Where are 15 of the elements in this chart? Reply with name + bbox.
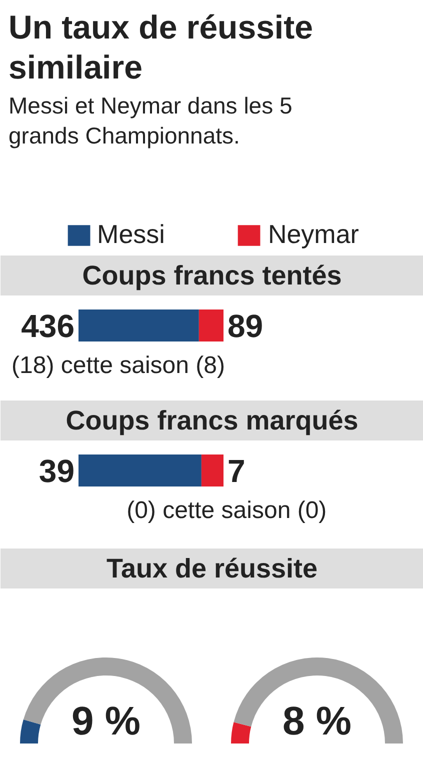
data-label: 89 [228, 308, 264, 344]
data-label: 39 [38, 453, 74, 489]
data-label: 436 [21, 308, 74, 344]
text: Messi et Neymar dans les 5 grands Championnats. [8, 92, 292, 148]
chart-title: Taux de réussite [106, 554, 318, 584]
text: 9 % [72, 700, 140, 744]
chart-title: Coups francs marqués [66, 406, 358, 436]
chart-title: Coups francs tentés [82, 260, 342, 290]
text: (18) cette saison (8) [12, 352, 225, 379]
text: 8 % [282, 700, 352, 744]
legend-label: Neymar [268, 219, 359, 250]
legend-label: Messi [97, 219, 165, 250]
text: (0) cette saison (0) [126, 497, 327, 524]
data-label: 7 [228, 453, 246, 489]
text: Un taux de réussite similaire [8, 8, 313, 86]
